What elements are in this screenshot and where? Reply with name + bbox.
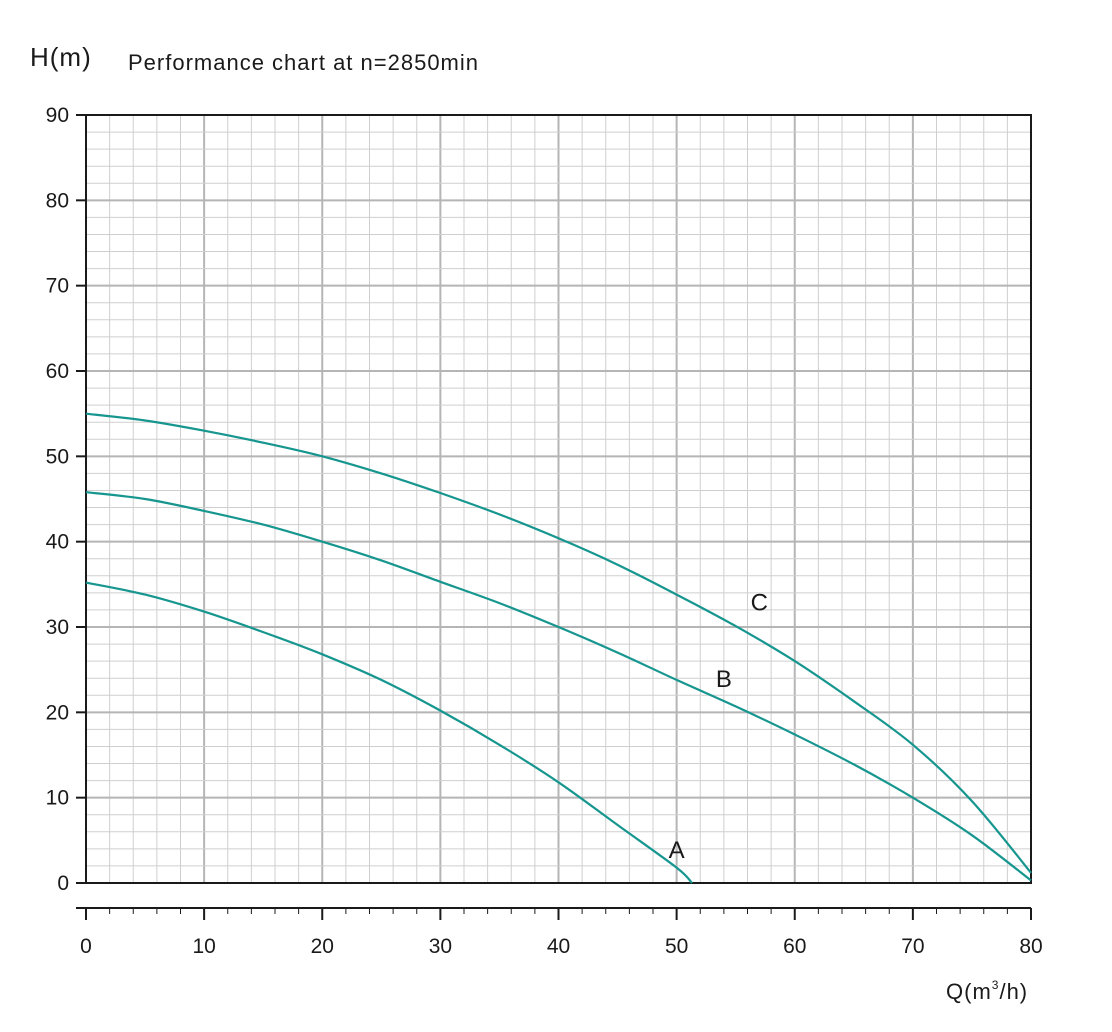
x-tick-label: 80 <box>1019 935 1042 958</box>
x-tick-label: 30 <box>429 935 452 958</box>
x-axis-title-sup: 3 <box>991 978 1000 992</box>
x-tick-label: 40 <box>547 935 570 958</box>
y-tick-label: 40 <box>46 531 69 554</box>
y-tick-label: 30 <box>46 616 69 639</box>
y-tick-label: 20 <box>46 701 69 724</box>
series-label-b: B <box>716 666 732 693</box>
x-tick-label: 70 <box>901 935 924 958</box>
y-tick-label: 50 <box>46 445 69 468</box>
x-tick-label: 10 <box>192 935 215 958</box>
y-tick-label: 80 <box>46 189 69 212</box>
y-tick-label: 60 <box>46 360 69 383</box>
y-axis-title: H(m) <box>30 42 92 72</box>
series-curve-a <box>85 581 693 884</box>
x-axis-title-post: /h) <box>999 979 1029 1004</box>
x-tick-label: 20 <box>311 935 334 958</box>
chart-title: Performance chart at n=2850min <box>128 50 480 75</box>
series-label-a: A <box>669 837 685 864</box>
series-curve-b <box>85 491 1032 882</box>
series-label-c: C <box>751 589 768 616</box>
x-tick-label: 0 <box>80 935 92 958</box>
x-tick-label: 50 <box>665 935 688 958</box>
y-tick-label: 90 <box>46 104 69 127</box>
series-curve-c <box>85 412 1032 874</box>
x-axis-title-pre: Q(m <box>946 979 992 1004</box>
plot-frame <box>85 114 1032 884</box>
y-tick-label: 0 <box>57 872 69 895</box>
x-tick-label: 60 <box>783 935 806 958</box>
x-axis-title: Q(m3/h) <box>946 978 1028 1005</box>
y-tick-label: 70 <box>46 275 69 298</box>
y-tick-label: 10 <box>46 787 69 810</box>
